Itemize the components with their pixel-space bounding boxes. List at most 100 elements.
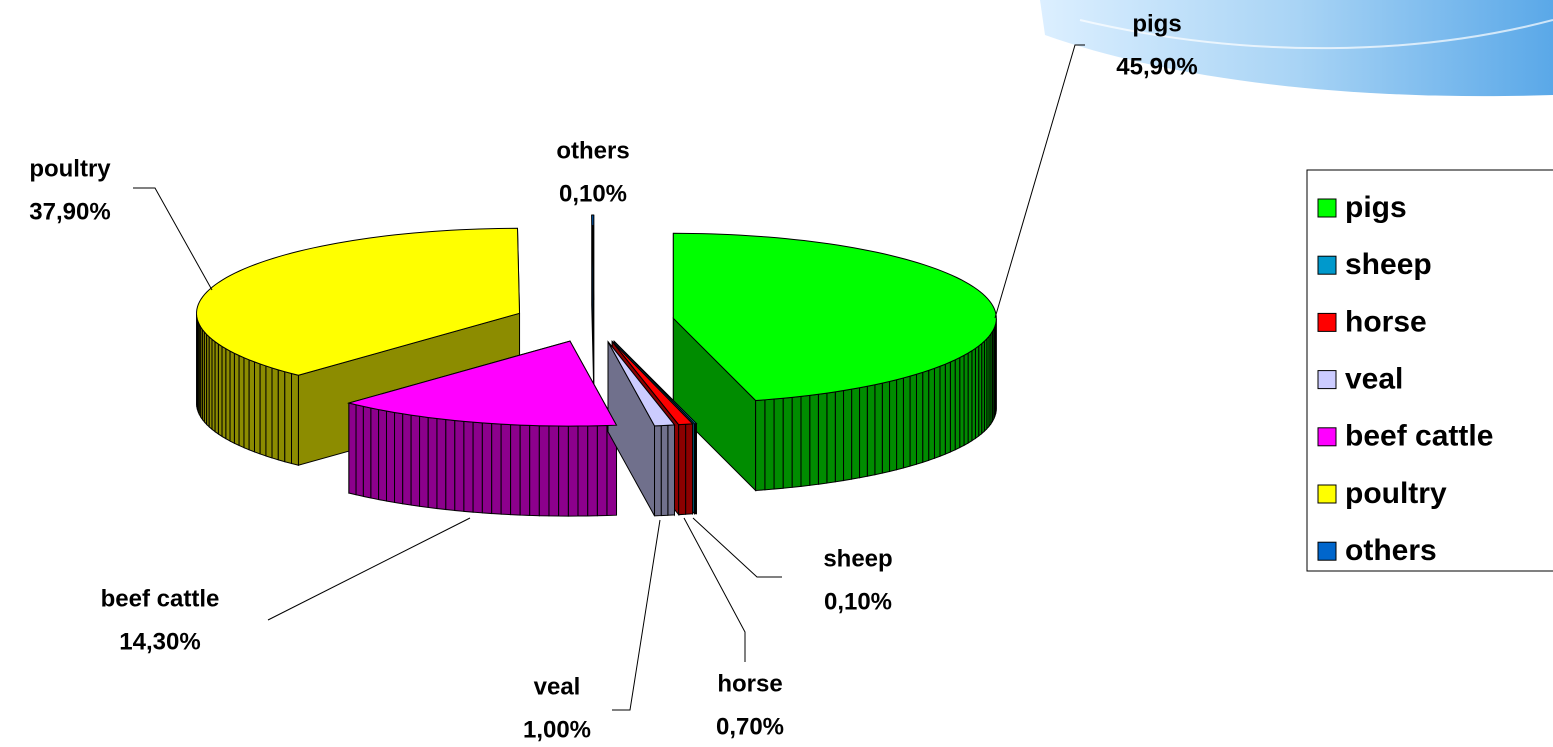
leader-line — [612, 519, 661, 711]
leader-line — [267, 517, 471, 621]
slice-side — [889, 379, 898, 473]
legend-label: others — [1345, 534, 1437, 567]
slice-side — [445, 418, 456, 512]
legend-swatch — [1317, 484, 1337, 504]
slice-side — [755, 399, 766, 492]
data-label-value: 37,90% — [29, 198, 110, 225]
slice-side — [385, 410, 396, 504]
slice-side — [519, 424, 531, 516]
data-label-value: 45,90% — [1116, 53, 1197, 80]
slice-side — [967, 349, 973, 444]
pie-slice — [196, 227, 521, 376]
data-labels: pigs 45,90% sheep 0,10% horse 0,70% veal 1,00% b… — [29, 10, 1197, 743]
leader-line — [683, 517, 746, 662]
slice-side — [963, 352, 969, 447]
pie-slice — [672, 232, 997, 402]
slice-side — [491, 423, 502, 515]
slice-side — [538, 425, 550, 517]
leader-line — [994, 44, 1085, 319]
slice-side — [909, 373, 917, 467]
slice-side — [826, 391, 836, 484]
slice-side — [221, 345, 227, 440]
data-label-name: sheep — [823, 545, 892, 572]
slice-side — [971, 347, 976, 442]
slice-side — [693, 423, 696, 515]
slice-side — [577, 425, 589, 517]
pie-slice — [607, 341, 676, 427]
slice-side — [764, 398, 775, 491]
slice-side — [410, 414, 421, 507]
data-label-name: others — [556, 137, 629, 164]
data-label-value: 0,70% — [716, 713, 784, 740]
slice-side — [902, 375, 911, 469]
slice-side — [939, 363, 946, 458]
legend-label: pigs — [1345, 191, 1407, 224]
slice-side — [394, 411, 404, 505]
slice-side — [933, 365, 941, 460]
legend-swatch — [1317, 312, 1337, 332]
slice-side — [782, 396, 793, 489]
data-label-value: 0,10% — [559, 180, 627, 207]
slice-side — [548, 425, 560, 517]
slice-side — [355, 404, 364, 498]
slice-side — [773, 397, 784, 490]
slice-side — [271, 367, 279, 461]
slice-side — [348, 402, 357, 496]
slice-side — [284, 371, 293, 465]
slice-side — [881, 380, 891, 474]
data-label-value: 1,00% — [523, 716, 591, 743]
decor-swoosh-line — [1079, 19, 1553, 50]
slice-side — [463, 420, 474, 513]
slice-side — [243, 356, 250, 451]
slice-side — [253, 361, 261, 455]
slice-side — [362, 405, 372, 499]
legend-label: poultry — [1345, 477, 1447, 510]
data-label-value: 0,10% — [824, 588, 892, 615]
legend-box — [1306, 169, 1553, 572]
legend-label: veal — [1345, 363, 1403, 396]
slice-side — [800, 394, 811, 487]
pie-slice — [611, 341, 694, 426]
slice-side — [214, 340, 219, 436]
slice-side — [817, 392, 828, 485]
slice-side — [851, 387, 861, 480]
slice-side — [834, 389, 845, 483]
slice-side — [370, 407, 380, 501]
slice-side — [277, 369, 286, 463]
slice-side — [915, 371, 924, 465]
slice-side — [809, 393, 819, 486]
legend-label: horse — [1345, 305, 1427, 338]
slice-side — [866, 384, 876, 477]
data-label-name: veal — [534, 673, 581, 700]
slice-side — [587, 425, 598, 517]
legend-swatch — [1317, 370, 1337, 390]
slice-side — [233, 352, 240, 447]
slice-side — [510, 424, 521, 516]
slice-side — [954, 356, 961, 451]
data-label-name: poultry — [29, 155, 111, 182]
leader-line — [692, 517, 782, 578]
legend-label: beef cattle — [1345, 420, 1493, 453]
slice-side — [654, 425, 662, 517]
pie-slice — [613, 341, 698, 425]
slice-side — [472, 421, 483, 514]
slice-side — [419, 415, 429, 509]
legend: pigs sheep horse veal beef cattle poultry othe… — [1317, 191, 1493, 567]
slice-side — [896, 377, 904, 471]
slice-side — [248, 359, 255, 453]
slice-side — [229, 350, 235, 445]
data-label-name: horse — [717, 670, 782, 697]
legend-swatch — [1317, 255, 1337, 275]
slice-side — [959, 354, 965, 449]
legend-label: sheep — [1345, 248, 1432, 281]
slice-side — [558, 425, 569, 517]
slice-side — [922, 369, 930, 464]
slice-side — [436, 417, 447, 511]
slice-side — [225, 347, 231, 442]
slice-side — [529, 424, 540, 517]
slice-side — [265, 365, 273, 459]
slice-side — [259, 363, 267, 457]
slice-side — [944, 361, 951, 455]
legend-swatch — [1317, 427, 1337, 447]
